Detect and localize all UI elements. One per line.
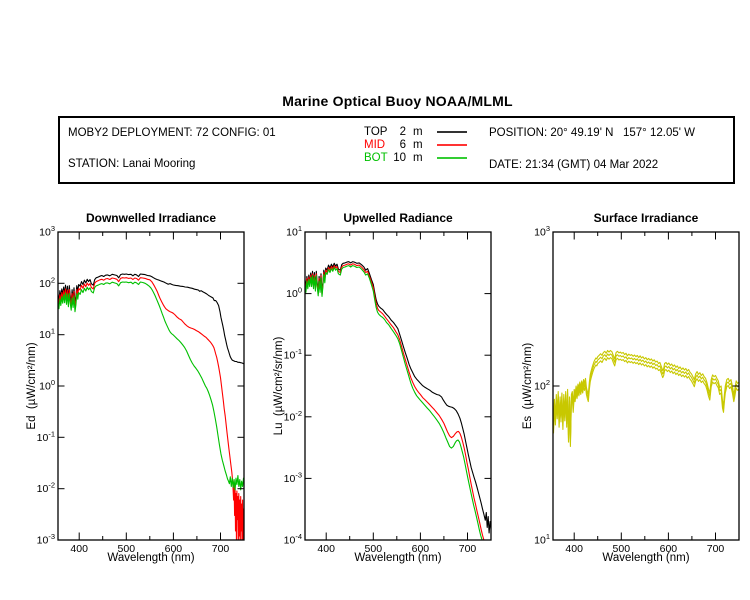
y-axis-label-lu: Lu (µW/cm²/sr/nm) bbox=[273, 336, 285, 436]
series-es bbox=[553, 353, 739, 444]
x-tick-label: 600 bbox=[660, 543, 678, 555]
x-tick-label: 700 bbox=[707, 543, 725, 555]
legend-row-bot: BOT 10 m bbox=[364, 152, 467, 164]
chart-upwelled-radiance-series bbox=[305, 261, 491, 540]
chart-title-upwelled-radiance: Upwelled Radiance bbox=[343, 211, 453, 225]
legend-unit-top: m bbox=[413, 126, 423, 138]
legend-depth-top: 2 bbox=[399, 126, 406, 138]
y-tick-label: 102 bbox=[39, 275, 55, 290]
series-bot-10-m bbox=[58, 281, 244, 491]
chart-title-surface-irradiance: Surface Irradiance bbox=[593, 211, 699, 225]
y-axis-label-ed: Ed (µW/cm²/nm) bbox=[26, 342, 38, 430]
legend-label-top: TOP bbox=[364, 126, 388, 138]
y-tick-label: 100 bbox=[286, 286, 302, 301]
series-mid-6-m bbox=[305, 263, 488, 540]
x-tick-label: 700 bbox=[212, 543, 230, 555]
date-text: DATE: 21:34 (GMT) 04 Mar 2022 bbox=[489, 159, 659, 171]
legend-line-sample-top bbox=[436, 131, 467, 133]
x-tick-label: 500 bbox=[613, 543, 631, 555]
x-tick-label: 600 bbox=[165, 543, 183, 555]
x-axis-label-chart2: Wavelength (nm) bbox=[354, 552, 442, 564]
y-tick-label: 10-3 bbox=[37, 532, 55, 547]
series-bot-10-m bbox=[305, 265, 483, 540]
deployment-config-text: MOBY2 DEPLOYMENT: 72 CONFIG: 01 bbox=[68, 127, 276, 139]
y-tick-label: 101 bbox=[286, 224, 302, 239]
series-mid-6-m bbox=[58, 277, 244, 540]
y-tick-label: 10-4 bbox=[284, 532, 302, 547]
header-info-box bbox=[58, 116, 735, 184]
y-tick-label: 102 bbox=[534, 378, 550, 393]
plot-frame bbox=[57, 231, 245, 541]
y-tick-label: 103 bbox=[39, 224, 55, 239]
legend-depth-mid: 6 bbox=[399, 139, 406, 151]
x-axis-label-chart1: Wavelength (nm) bbox=[107, 552, 195, 564]
plot-frame bbox=[304, 231, 492, 541]
series-es bbox=[553, 349, 739, 440]
x-tick-label: 500 bbox=[118, 543, 136, 555]
series-es bbox=[553, 357, 739, 448]
x-axis-label-chart3: Wavelength (nm) bbox=[602, 552, 690, 564]
legend-line-sample-mid bbox=[436, 144, 467, 146]
x-tick-label: 500 bbox=[365, 543, 383, 555]
legend-label-mid: MID bbox=[364, 139, 386, 151]
chart-downwelled-irradiance-series bbox=[58, 273, 244, 540]
legend-row-top: TOP 2 m bbox=[364, 126, 467, 138]
legend-label-bot: BOT bbox=[364, 152, 388, 164]
legend-line-sample-bot bbox=[436, 157, 467, 159]
y-tick-label: 103 bbox=[534, 224, 550, 239]
legend-row-mid: MID 6 m bbox=[364, 139, 467, 151]
legend-depth-bot: 10 bbox=[393, 152, 406, 164]
x-tick-label: 400 bbox=[317, 543, 335, 555]
x-tick-label: 600 bbox=[412, 543, 430, 555]
y-axis-label-es: Es (µW/cm²/nm) bbox=[522, 342, 534, 430]
series-top-2-m bbox=[305, 261, 491, 534]
y-tick-label: 100 bbox=[39, 378, 55, 393]
page-title: Marine Optical Buoy NOAA/MLML bbox=[282, 93, 513, 109]
x-tick-label: 400 bbox=[70, 543, 88, 555]
y-tick-label: 101 bbox=[39, 327, 55, 342]
station-text: STATION: Lanai Mooring bbox=[68, 158, 196, 170]
chart-title-downwelled-irradiance: Downwelled Irradiance bbox=[85, 211, 217, 225]
y-tick-label: 101 bbox=[534, 532, 550, 547]
position-text: POSITION: 20° 49.19' N 157° 12.05' W bbox=[489, 127, 695, 139]
legend-unit-mid: m bbox=[413, 139, 423, 151]
x-tick-label: 700 bbox=[459, 543, 477, 555]
chart-surface-irradiance-series bbox=[553, 349, 739, 448]
x-tick-label: 400 bbox=[565, 543, 583, 555]
legend-unit-bot: m bbox=[413, 152, 423, 164]
